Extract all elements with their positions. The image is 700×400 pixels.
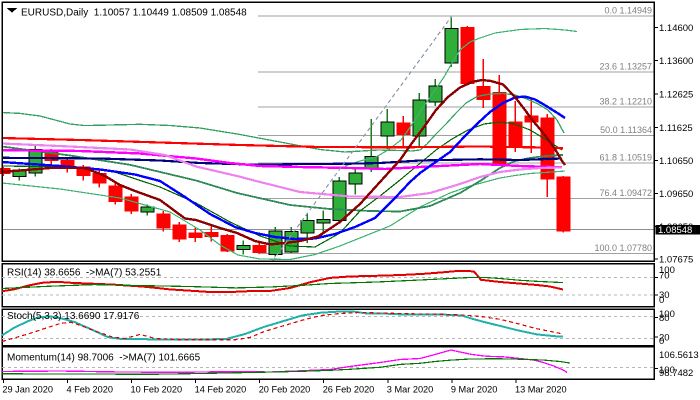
svg-text:100: 100	[659, 265, 675, 276]
svg-text:1.11625: 1.11625	[659, 123, 693, 134]
svg-text:100.0 1.07780: 100.0 1.07780	[594, 243, 652, 253]
svg-text:70: 70	[659, 271, 670, 282]
svg-text:38.2 1.12210: 38.2 1.12210	[599, 97, 652, 107]
svg-text:106.5613: 106.5613	[659, 350, 699, 361]
svg-text:100: 100	[659, 365, 675, 376]
svg-text:9 Mar 2020: 9 Mar 2020	[451, 385, 497, 395]
svg-text:1.08548: 1.08548	[658, 225, 692, 236]
svg-text:RSI(14) 38.6656 ->MA(7) 53.25: RSI(14) 38.6656 ->MA(7) 53.2551	[7, 268, 162, 279]
svg-text:23.6 1.13257: 23.6 1.13257	[599, 62, 652, 72]
svg-text:61.8 1.10519: 61.8 1.10519	[599, 153, 652, 163]
svg-text:29 Jan 2020: 29 Jan 2020	[2, 385, 53, 395]
svg-text:1.12625: 1.12625	[659, 90, 693, 101]
svg-text:3 Mar 2020: 3 Mar 2020	[387, 385, 433, 395]
svg-text:80: 80	[659, 313, 670, 324]
svg-text:Stoch(5,3,3) 13.6690 17.9176: Stoch(5,3,3) 13.6690 17.9176	[7, 311, 140, 322]
svg-text:EURUSD,Daily 1.10057 1.10449: EURUSD,Daily 1.10057 1.10449 1.08509 1.0…	[21, 8, 247, 19]
svg-text:1.14600: 1.14600	[659, 23, 693, 34]
svg-text:0: 0	[659, 295, 664, 306]
svg-text:20: 20	[659, 333, 670, 344]
svg-text:50.0 1.11364: 50.0 1.11364	[600, 125, 652, 135]
svg-text:0: 0	[659, 336, 664, 347]
svg-text:0.0 1.14949: 0.0 1.14949	[604, 6, 652, 16]
svg-text:10 Feb 2020: 10 Feb 2020	[131, 385, 183, 395]
svg-text:98.7482: 98.7482	[659, 368, 693, 379]
svg-text:1.09650: 1.09650	[659, 189, 693, 200]
svg-text:1.10650: 1.10650	[659, 156, 693, 167]
svg-text:1.07675: 1.07675	[659, 255, 693, 266]
svg-text:30: 30	[659, 290, 670, 301]
svg-text:1.13600: 1.13600	[659, 56, 693, 67]
svg-text:14 Feb 2020: 14 Feb 2020	[195, 385, 247, 395]
svg-text:4 Feb 2020: 4 Feb 2020	[67, 385, 114, 395]
svg-text:76.4 1.09472: 76.4 1.09472	[599, 188, 652, 198]
svg-text:100: 100	[659, 309, 675, 320]
svg-text:Momentum(14) 98.7006 ->MA(7): Momentum(14) 98.7006 ->MA(7) 101.6665	[7, 353, 201, 364]
svg-text:26 Feb 2020: 26 Feb 2020	[323, 385, 375, 395]
svg-text:13 Mar 2020: 13 Mar 2020	[515, 385, 567, 395]
svg-text:20 Feb 2020: 20 Feb 2020	[259, 385, 311, 395]
